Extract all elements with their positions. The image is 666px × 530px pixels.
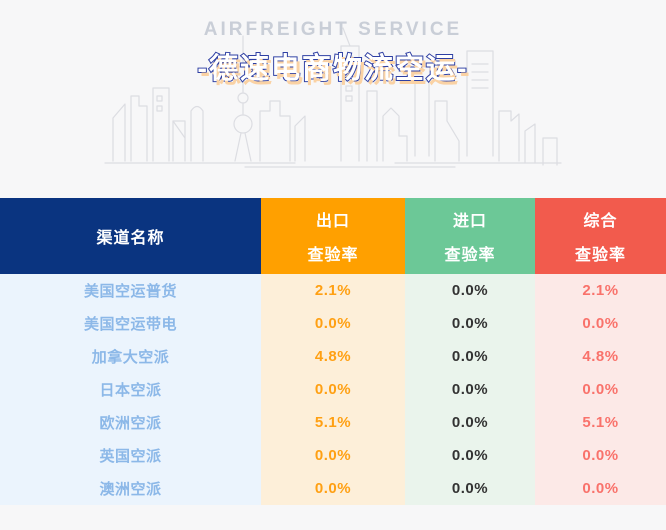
channel-name-cell: 加拿大空派 bbox=[0, 340, 261, 373]
channel-name-cell: 澳洲空派 bbox=[0, 472, 261, 505]
city-skyline-illustration bbox=[104, 27, 562, 168]
header-cell-overall-rate: 综合 查验率 bbox=[535, 198, 666, 274]
header-import-line1: 进口 bbox=[452, 213, 487, 230]
channel-name-cell: 美国空运普货 bbox=[0, 274, 261, 307]
import-rate-cell: 0.0% bbox=[405, 274, 535, 307]
header-overall-line1: 综合 bbox=[583, 213, 618, 230]
export-rate-cell: 5.1% bbox=[261, 406, 405, 439]
table-row: 美国空运普货 2.1% 0.0% 2.1% bbox=[0, 274, 666, 307]
channel-name-cell: 欧洲空派 bbox=[0, 406, 261, 439]
table-row: 澳洲空派 0.0% 0.0% 0.0% bbox=[0, 472, 666, 505]
header-cell-channel: 渠道名称 bbox=[0, 198, 261, 274]
export-rate-cell: 0.0% bbox=[261, 307, 405, 340]
overall-rate-cell: 4.8% bbox=[535, 340, 666, 373]
table-row: 日本空派 0.0% 0.0% 0.0% bbox=[0, 373, 666, 406]
header-export-line1: 出口 bbox=[315, 213, 350, 230]
overall-rate-cell: 2.1% bbox=[535, 274, 666, 307]
table-header-row: 渠道名称 出口 查验率 进口 查验率 综合 查验率 bbox=[0, 198, 666, 274]
header-export-line2: 查验率 bbox=[307, 247, 359, 264]
hero-subtitle: AIRFREIGHT SERVICE bbox=[203, 19, 463, 40]
header-overall-line2: 查验率 bbox=[574, 247, 626, 264]
export-rate-cell: 2.1% bbox=[261, 274, 405, 307]
table-body: 美国空运普货 2.1% 0.0% 2.1% 美国空运带电 0.0% 0.0% 0… bbox=[0, 274, 666, 505]
page-title: -德速电商物流空运- bbox=[196, 52, 469, 86]
import-rate-cell: 0.0% bbox=[405, 307, 535, 340]
header-import-line2: 查验率 bbox=[444, 247, 496, 264]
channel-name-cell: 美国空运带电 bbox=[0, 307, 261, 340]
overall-rate-cell: 5.1% bbox=[535, 406, 666, 439]
import-rate-cell: 0.0% bbox=[405, 340, 535, 373]
import-rate-cell: 0.0% bbox=[405, 373, 535, 406]
export-rate-cell: 0.0% bbox=[261, 439, 405, 472]
table-row: 欧洲空派 5.1% 0.0% 5.1% bbox=[0, 406, 666, 439]
header-cell-import-rate: 进口 查验率 bbox=[405, 198, 535, 274]
table-row: 英国空派 0.0% 0.0% 0.0% bbox=[0, 439, 666, 472]
import-rate-cell: 0.0% bbox=[405, 406, 535, 439]
table-row: 美国空运带电 0.0% 0.0% 0.0% bbox=[0, 307, 666, 340]
header-cell-export-rate: 出口 查验率 bbox=[261, 198, 405, 274]
overall-rate-cell: 0.0% bbox=[535, 472, 666, 505]
export-rate-cell: 4.8% bbox=[261, 340, 405, 373]
import-rate-cell: 0.0% bbox=[405, 472, 535, 505]
header-channel-label: 渠道名称 bbox=[96, 230, 165, 247]
channel-name-cell: 英国空派 bbox=[0, 439, 261, 472]
import-rate-cell: 0.0% bbox=[405, 439, 535, 472]
overall-rate-cell: 0.0% bbox=[535, 307, 666, 340]
export-rate-cell: 0.0% bbox=[261, 373, 405, 406]
overall-rate-cell: 0.0% bbox=[535, 373, 666, 406]
table-row: 加拿大空派 4.8% 0.0% 4.8% bbox=[0, 340, 666, 373]
channel-name-cell: 日本空派 bbox=[0, 373, 261, 406]
inspection-rate-table: 渠道名称 出口 查验率 进口 查验率 综合 查验率 美国空运普货 2.1% 0.… bbox=[0, 198, 666, 505]
hero-section: AIRFREIGHT SERVICE -德速电商物流空运- bbox=[0, 0, 666, 198]
overall-rate-cell: 0.0% bbox=[535, 439, 666, 472]
export-rate-cell: 0.0% bbox=[261, 472, 405, 505]
